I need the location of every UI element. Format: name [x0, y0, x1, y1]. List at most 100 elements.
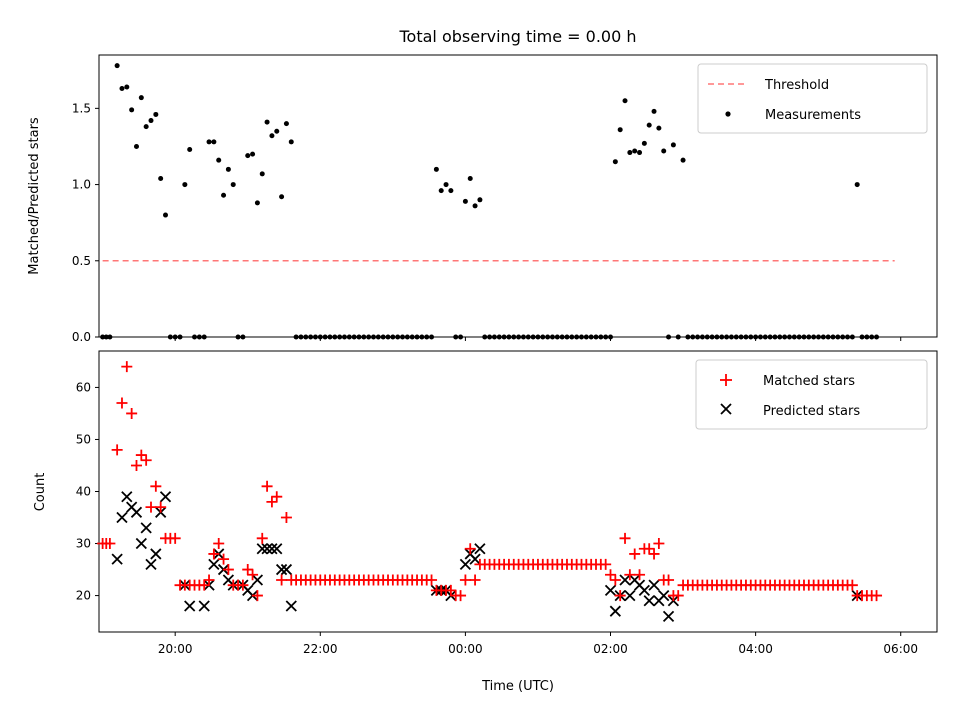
predicted-star-point [459, 558, 472, 570]
measurement-point [346, 334, 352, 340]
measurement-point [337, 334, 343, 340]
measurement-point [612, 159, 618, 165]
matched-star-point [145, 501, 157, 513]
matched-star-point [247, 569, 259, 581]
figure-title: Total observing time = 0.00 h [398, 27, 636, 46]
measurement-point [656, 125, 662, 131]
measurement-point [119, 86, 125, 92]
measurement-point [525, 334, 531, 340]
measurement-point [390, 334, 396, 340]
x-tick-label: 04:00 [738, 642, 773, 656]
x-tick-label: 20:00 [158, 642, 193, 656]
measurement-point [578, 334, 584, 340]
measurement-point [341, 334, 347, 340]
predicted-star-point [619, 574, 631, 586]
measurement-point [675, 334, 681, 340]
measurement-point [801, 334, 807, 340]
measurement-point [332, 334, 338, 340]
top-y-tick-label: 0.0 [72, 330, 91, 344]
measurement-point [733, 334, 739, 340]
bottom-y-tick-label: 50 [76, 432, 91, 446]
measurement-point [448, 188, 454, 194]
measurement-point [603, 334, 609, 340]
measurement-point [491, 334, 497, 340]
measurement-point [206, 139, 212, 145]
predicted-star-point [604, 584, 617, 597]
measurement-point [298, 334, 304, 340]
measurement-point [114, 63, 120, 69]
matched-star-point [846, 579, 858, 591]
measurement-point [637, 150, 643, 156]
measurement-point [728, 334, 734, 340]
measurement-point [312, 334, 318, 340]
matched-star-point [222, 564, 234, 576]
measurement-point [361, 334, 367, 340]
measurement-point [414, 334, 420, 340]
x-axis-label: Time (UTC) [481, 679, 554, 694]
measurement-point [791, 334, 797, 340]
measurement-point [695, 334, 701, 340]
measurement-point [593, 334, 599, 340]
measurement-point [133, 143, 139, 149]
predicted-star-point [135, 537, 147, 550]
measurement-point [786, 334, 792, 340]
bottom-y-tick-label: 30 [76, 537, 91, 551]
measurement-point [719, 334, 725, 340]
measurement-point [211, 139, 217, 145]
measurement-point [661, 148, 667, 154]
matched-star-point [256, 532, 268, 544]
measurement-point [806, 334, 812, 340]
x-tick-label: 02:00 [593, 642, 628, 656]
measurement-point [709, 334, 715, 340]
measurement-point [385, 334, 391, 340]
measurement-point [869, 334, 875, 340]
measurement-point [767, 334, 773, 340]
matched-star-point [169, 532, 181, 544]
measurement-point [501, 334, 507, 340]
measurement-point [545, 334, 551, 340]
bottom-y-tick-label: 40 [76, 485, 91, 499]
measurement-point [632, 148, 638, 154]
matched-star-point [445, 584, 457, 596]
matched-star-point [121, 361, 133, 373]
predicted-star-point [256, 543, 268, 555]
top-y-axis-label: Matched/Predicted stars [27, 117, 42, 275]
measurement-point [506, 334, 512, 340]
bottom-y-tick-label: 20 [76, 589, 91, 603]
measurement-point [796, 334, 802, 340]
measurement-point [380, 334, 386, 340]
measurement-point [167, 334, 173, 340]
measurement-point [511, 334, 517, 340]
predicted-star-point [638, 584, 651, 597]
top-legend-box [697, 63, 928, 134]
predicted-star-point [474, 543, 486, 555]
measurement-point [622, 98, 628, 104]
measurement-point [864, 334, 870, 340]
measurement-point [685, 334, 691, 340]
matched-star-point [614, 590, 626, 602]
measurement-point [100, 334, 106, 340]
bottom-legend: Matched stars Predicted stars [695, 359, 928, 430]
measurement-point [404, 334, 410, 340]
top-panel: 0.0 0.5 1.0 1.5 Matched/Predicted stars Thr… [27, 54, 938, 344]
matched-star-point [111, 444, 123, 456]
measurement-point [303, 334, 309, 340]
predicted-star-point [285, 600, 297, 612]
measurement-point [196, 334, 202, 340]
matched-star-point [459, 574, 471, 586]
predicted-star-point [121, 491, 133, 503]
measurement-point [564, 334, 570, 340]
predicted-star-point [648, 579, 660, 591]
measurement-point [172, 334, 178, 340]
measurement-point [704, 334, 710, 340]
measurement-point [148, 118, 154, 124]
predicted-star-point [469, 553, 481, 565]
measurement-point [646, 122, 652, 128]
matched-star-point [464, 543, 476, 555]
measurement-point [641, 140, 647, 146]
measurement-point [443, 182, 449, 188]
measurement-point [245, 153, 251, 159]
measurement-point [598, 334, 604, 340]
measurement-point [487, 334, 493, 340]
legend-predicted-swatch [720, 403, 732, 415]
